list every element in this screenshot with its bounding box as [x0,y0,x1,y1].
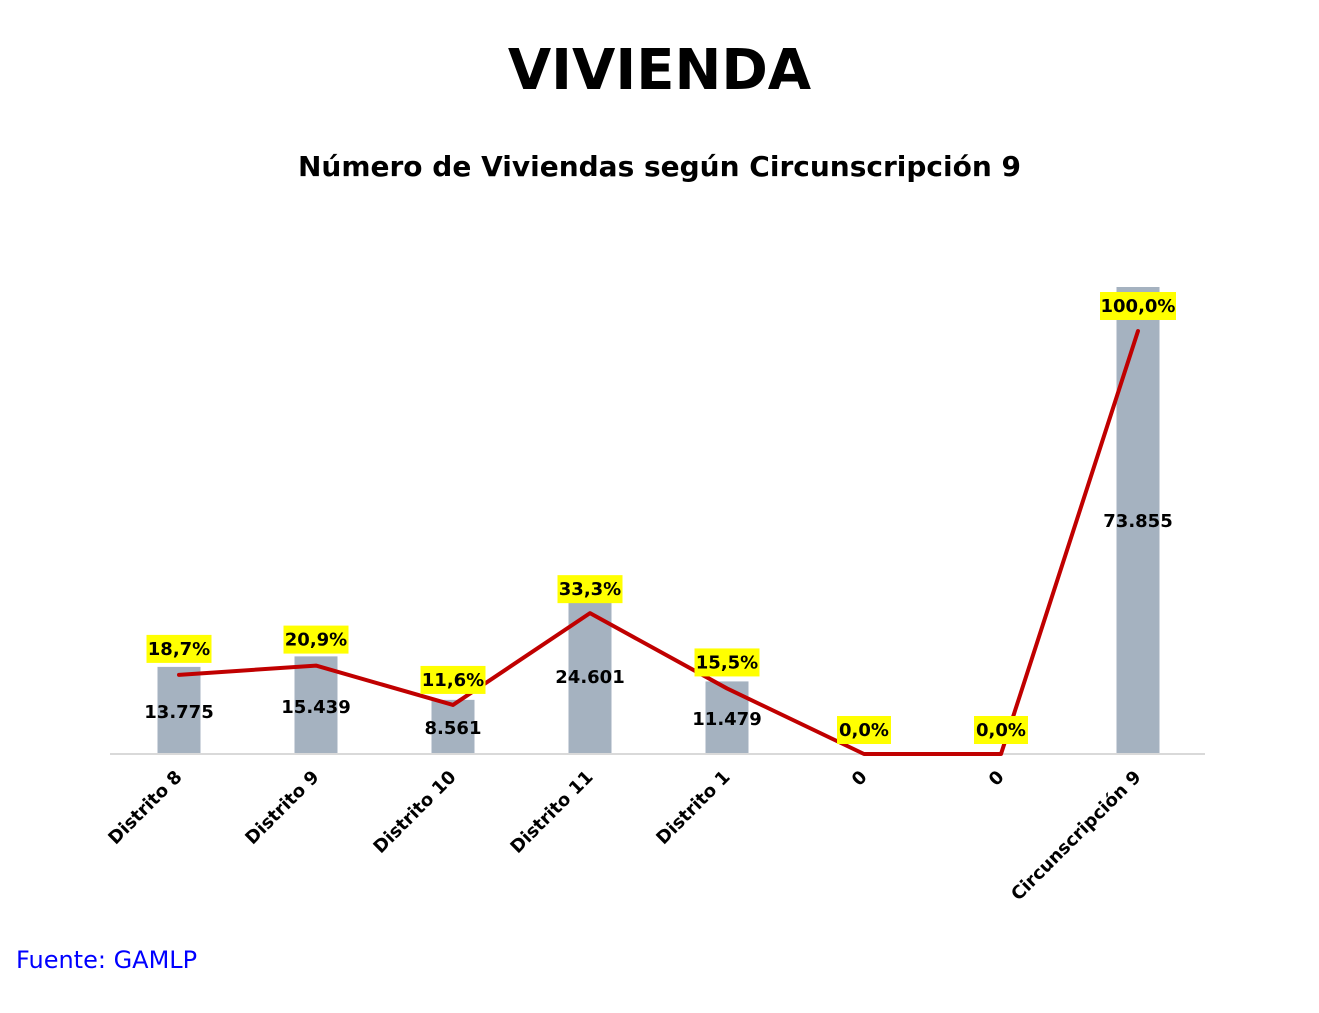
percentage-label-bg [557,575,623,604]
x-tick-label: Distrito 11 [506,767,597,858]
bar [1116,287,1160,754]
x-tick-label: Circunscripción 9 [1007,767,1145,905]
x-tick-label: Distrito 10 [369,767,460,858]
x-tick-label: 0 [848,767,872,791]
percentage-label-bg [420,665,486,694]
percentage-label-text: 100,0% [1101,296,1176,317]
x-axis-ticks: Distrito 8 Distrito 9 Distrito 10 Distrito … [104,767,1145,905]
bar-value-label: 8.561 [425,718,482,739]
bar-value-label: 11.479 [692,709,761,730]
percentage-label-bg [694,648,760,677]
percentage-label-bg [974,716,1028,744]
percentage-label-bg [146,634,212,663]
percentage-line [177,329,1140,756]
percentage-label: 100,0% [1100,292,1176,320]
percentage-label-text: 0,0% [976,720,1026,741]
percentage-label: 0,0% [974,716,1028,744]
percentage-label-bg [1100,292,1176,320]
line-series: 18,7% 20,9% 11,6% 33,3% 15,5% 0,0% 0,0% 100,0% [146,292,1176,756]
percentage-label-text: 20,9% [285,630,347,651]
x-tick-label: Distrito 1 [652,767,734,849]
bar [431,699,475,754]
chart-title: Número de Viviendas según Circunscripció… [297,150,1022,183]
page-title: VIVIENDA [507,38,812,103]
bar-value-label: 15.439 [281,697,350,718]
x-tick-label: 0 [985,767,1009,791]
percentage-label: 0,0% [837,716,891,744]
percentage-label: 15,5% [694,648,760,677]
bar-value-label: 13.775 [144,702,213,723]
percentage-label: 20,9% [283,625,349,654]
percentage-label-bg [837,716,891,744]
percentage-label-bg [283,625,349,654]
percentage-label: 11,6% [420,665,486,694]
bar-value-label: 24.601 [555,667,624,688]
source-note: Fuente: GAMLP [16,946,198,974]
bar [157,666,201,754]
percentage-label: 18,7% [146,634,212,663]
bar-series: 13.775 15.439 8.561 24.601 11.479 73.855 [144,287,1173,754]
x-tick-label: Distrito 9 [241,767,323,849]
percentage-label-text: 0,0% [839,720,889,741]
percentage-label-text: 33,3% [559,579,621,600]
x-tick-label: Distrito 8 [104,767,186,849]
bar-value-label: 73.855 [1103,511,1172,532]
bar [294,656,338,754]
percentage-label: 33,3% [557,575,623,604]
percentage-label-text: 15,5% [696,652,758,673]
percentage-label-text: 11,6% [422,670,484,691]
percentage-label-text: 18,7% [148,639,210,660]
